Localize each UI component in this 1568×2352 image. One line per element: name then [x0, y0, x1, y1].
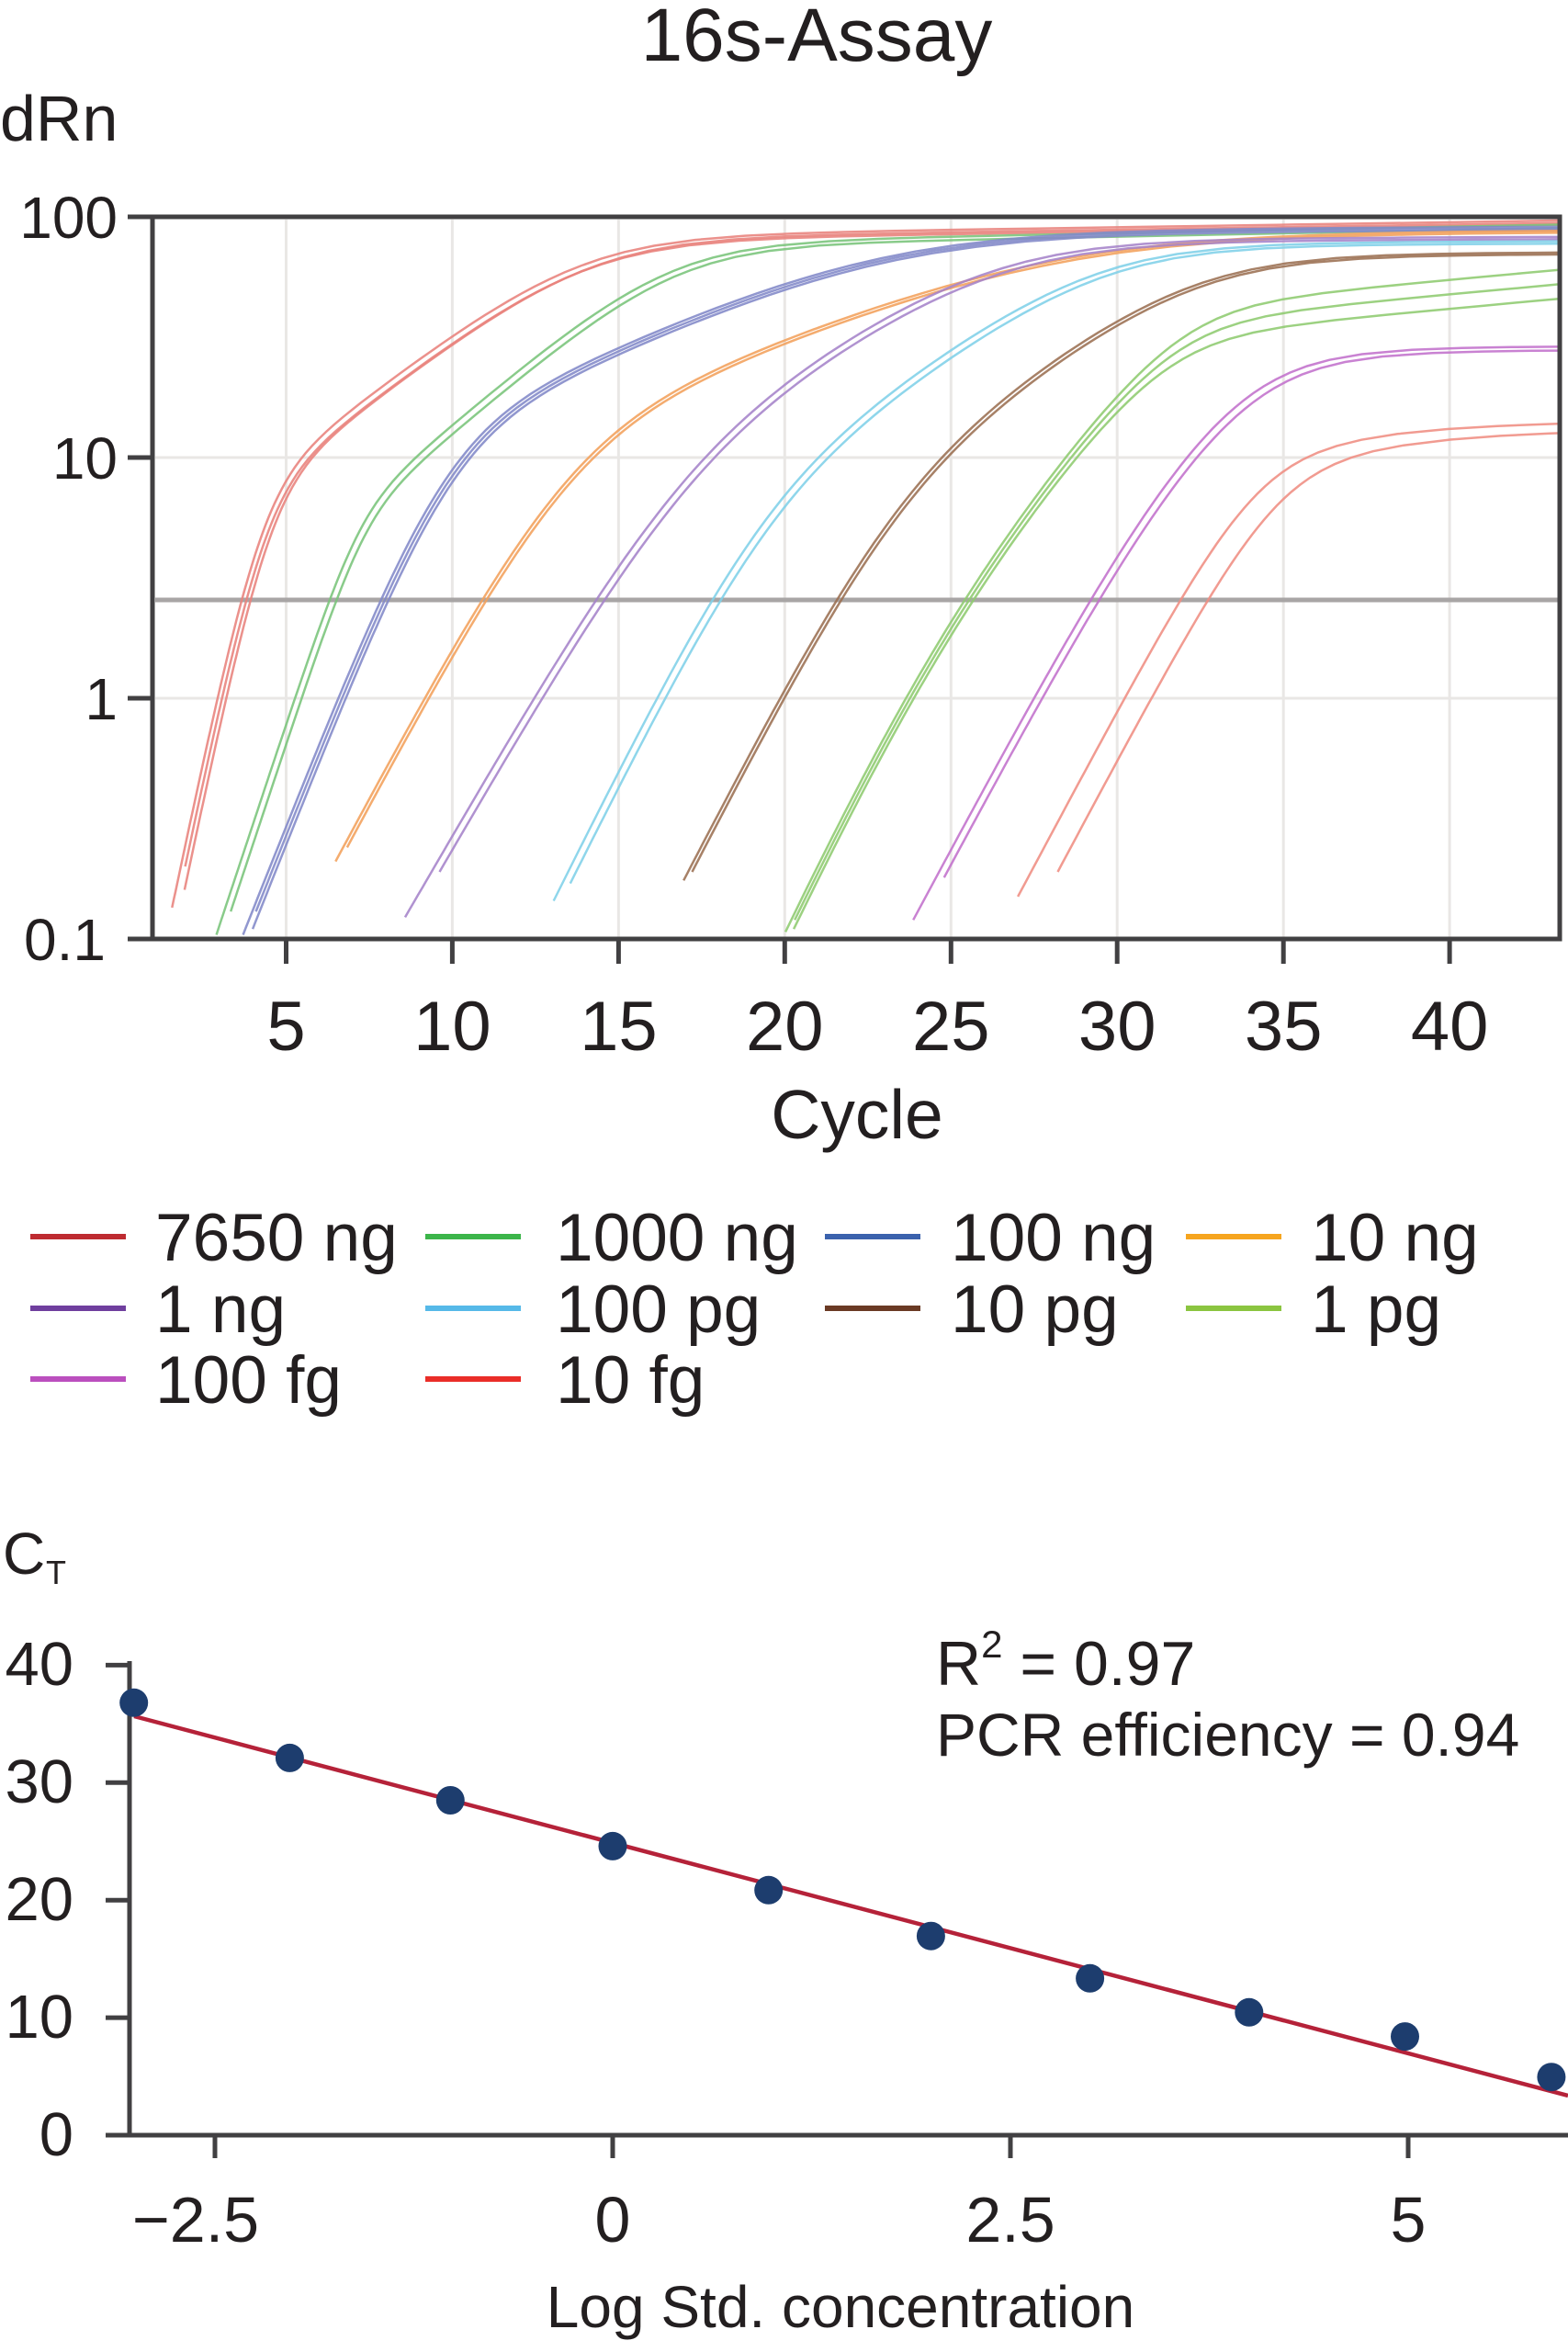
- svg-text:30: 30: [1078, 988, 1156, 1066]
- svg-text:10 pg: 10 pg: [951, 1272, 1119, 1347]
- svg-text:25: 25: [912, 988, 990, 1066]
- svg-text:40: 40: [5, 1630, 73, 1699]
- svg-text:R2 = 0.97: R2 = 0.97: [936, 1623, 1195, 1699]
- svg-text:10: 10: [413, 988, 491, 1066]
- svg-text:7650 ng: 7650 ng: [155, 1201, 398, 1275]
- svg-text:100 ng: 100 ng: [951, 1201, 1156, 1275]
- svg-text:35: 35: [1245, 988, 1323, 1066]
- svg-text:T: T: [46, 1554, 66, 1591]
- svg-text:Cycle: Cycle: [771, 1076, 943, 1153]
- svg-text:0: 0: [595, 2184, 631, 2256]
- svg-text:1: 1: [85, 666, 118, 732]
- svg-text:1 ng: 1 ng: [155, 1272, 286, 1347]
- svg-text:0.1: 0.1: [24, 907, 106, 973]
- svg-text:5: 5: [266, 988, 305, 1066]
- svg-text:PCR efficiency = 0.94: PCR efficiency = 0.94: [936, 1701, 1519, 1769]
- svg-text:15: 15: [580, 988, 658, 1066]
- svg-text:1 pg: 1 pg: [1311, 1272, 1441, 1347]
- svg-text:10 ng: 10 ng: [1311, 1201, 1479, 1275]
- svg-text:100: 100: [19, 185, 118, 251]
- svg-text:100 fg: 100 fg: [155, 1343, 342, 1418]
- svg-text:30: 30: [5, 1747, 73, 1816]
- svg-text:−2.5: −2.5: [132, 2184, 259, 2256]
- svg-text:2.5: 2.5: [965, 2184, 1055, 2256]
- svg-text:10: 10: [52, 425, 118, 492]
- svg-text:16s-Assay: 16s-Assay: [641, 0, 993, 77]
- svg-text:20: 20: [5, 1865, 73, 1934]
- svg-text:1000 ng: 1000 ng: [556, 1201, 798, 1275]
- svg-text:10 fg: 10 fg: [556, 1343, 705, 1418]
- svg-text:40: 40: [1411, 988, 1489, 1066]
- svg-text:Log Std. concentration: Log Std. concentration: [547, 2274, 1134, 2340]
- svg-text:C: C: [3, 1521, 45, 1587]
- svg-text:100 pg: 100 pg: [556, 1272, 761, 1347]
- svg-text:0: 0: [39, 2100, 73, 2169]
- svg-text:10: 10: [5, 1983, 73, 2052]
- svg-text:dRn: dRn: [0, 83, 118, 154]
- svg-text:5: 5: [1391, 2184, 1427, 2256]
- svg-text:20: 20: [746, 988, 824, 1066]
